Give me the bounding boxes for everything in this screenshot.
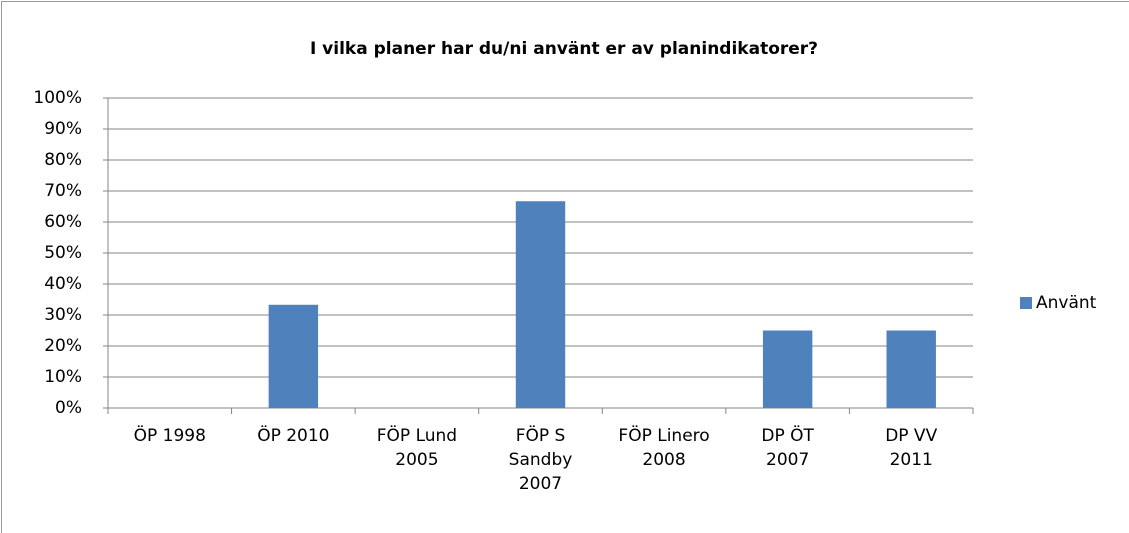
- x-tick-label: FÖP Lund 2005: [376, 426, 458, 470]
- x-tick-label: FÖP Linero 2008: [618, 426, 710, 470]
- y-tick-label: 50%: [44, 243, 82, 263]
- bar: [268, 304, 319, 408]
- x-tick-label: DP VV 2011: [885, 426, 938, 470]
- y-tick-label: 70%: [44, 181, 82, 201]
- x-tick-label: ÖP 1998: [133, 426, 206, 446]
- chart-title: I vilka planer har du/ni använt er av pl…: [310, 39, 818, 59]
- bar: [886, 330, 936, 408]
- y-tick-label: 40%: [44, 274, 82, 294]
- y-tick-label: 30%: [44, 305, 82, 325]
- y-tick-label: 90%: [44, 119, 82, 139]
- y-tick-label: 20%: [44, 336, 82, 356]
- y-tick-label: 60%: [44, 212, 82, 232]
- legend-swatch: [1020, 297, 1032, 309]
- x-tick-label: DP ÖT 2007: [761, 426, 814, 470]
- y-tick-label: 100%: [33, 88, 82, 108]
- y-tick-label: 10%: [44, 367, 82, 387]
- x-tick-label: ÖP 2010: [257, 426, 330, 446]
- y-tick-label: 0%: [55, 398, 82, 418]
- x-tick-label: FÖP S Sandby 2007: [508, 426, 573, 494]
- legend-label: Använt: [1036, 293, 1097, 313]
- y-tick-label: 80%: [44, 150, 82, 170]
- bar: [762, 330, 813, 408]
- bar: [515, 201, 566, 408]
